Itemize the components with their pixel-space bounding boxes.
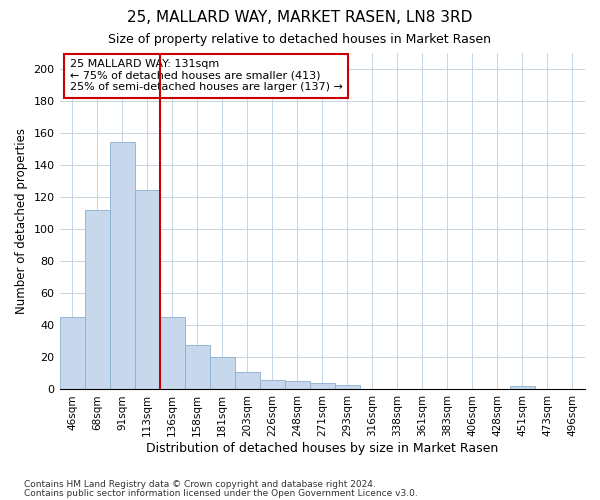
Bar	[260, 380, 285, 390]
Text: Size of property relative to detached houses in Market Rasen: Size of property relative to detached ho…	[109, 32, 491, 46]
Y-axis label: Number of detached properties: Number of detached properties	[15, 128, 28, 314]
Text: 25 MALLARD WAY: 131sqm
← 75% of detached houses are smaller (413)
25% of semi-de: 25 MALLARD WAY: 131sqm ← 75% of detached…	[70, 59, 343, 92]
Bar	[510, 386, 535, 390]
Bar	[59, 318, 85, 390]
Bar	[209, 358, 235, 390]
Bar	[160, 318, 185, 390]
Bar	[110, 142, 134, 390]
Bar	[134, 190, 160, 390]
Bar	[310, 383, 335, 390]
Bar	[185, 344, 209, 390]
Text: 25, MALLARD WAY, MARKET RASEN, LN8 3RD: 25, MALLARD WAY, MARKET RASEN, LN8 3RD	[127, 10, 473, 25]
Bar	[85, 210, 110, 390]
Bar	[285, 382, 310, 390]
X-axis label: Distribution of detached houses by size in Market Rasen: Distribution of detached houses by size …	[146, 442, 499, 455]
Text: Contains public sector information licensed under the Open Government Licence v3: Contains public sector information licen…	[24, 488, 418, 498]
Bar	[335, 384, 360, 390]
Bar	[235, 372, 260, 390]
Text: Contains HM Land Registry data © Crown copyright and database right 2024.: Contains HM Land Registry data © Crown c…	[24, 480, 376, 489]
